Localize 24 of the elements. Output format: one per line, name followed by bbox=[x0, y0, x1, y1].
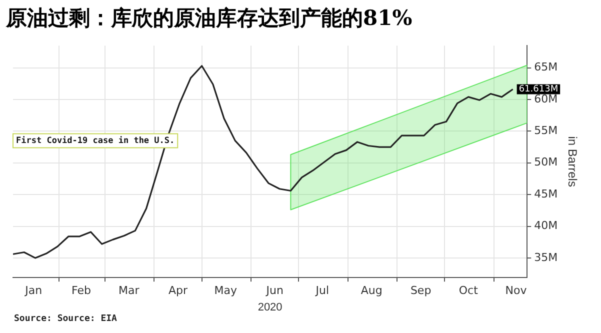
data-label: 61.613M bbox=[518, 84, 558, 95]
x-tick-label: Jun bbox=[265, 284, 284, 298]
x-tick-label: Sep bbox=[410, 284, 432, 298]
x-tick-label: Nov bbox=[505, 284, 528, 298]
x-tick-label: Oct bbox=[458, 284, 479, 298]
x-tick-label: May bbox=[214, 284, 238, 298]
x-axis-title: 2020 bbox=[258, 301, 282, 314]
x-tick-label: Jul bbox=[314, 284, 330, 298]
y-tick-label: 40M bbox=[534, 219, 558, 232]
y-tick-label: 65M bbox=[534, 60, 558, 74]
x-tick-label: Feb bbox=[71, 284, 91, 298]
y-tick-label: 35M bbox=[534, 250, 558, 264]
annotation: First Covid-19 case in the U.S. bbox=[16, 136, 175, 146]
y-tick-label: 60M bbox=[534, 92, 558, 106]
y-tick-label: 45M bbox=[534, 187, 558, 200]
y-tick-label: 50M bbox=[534, 156, 558, 169]
x-tick-label: Jan bbox=[24, 284, 42, 298]
x-tick-label: Mar bbox=[118, 284, 140, 298]
y-tick-label: 55M bbox=[534, 124, 558, 138]
y-axis-title: in Barrels bbox=[565, 136, 580, 187]
x-tick-label: Apr bbox=[168, 284, 188, 298]
source-note: Source: Source: EIA bbox=[14, 314, 117, 324]
x-tick-label: Aug bbox=[360, 284, 382, 298]
chart-title: 原油过剩：库欣的原油库存达到产能的81% bbox=[6, 4, 412, 32]
